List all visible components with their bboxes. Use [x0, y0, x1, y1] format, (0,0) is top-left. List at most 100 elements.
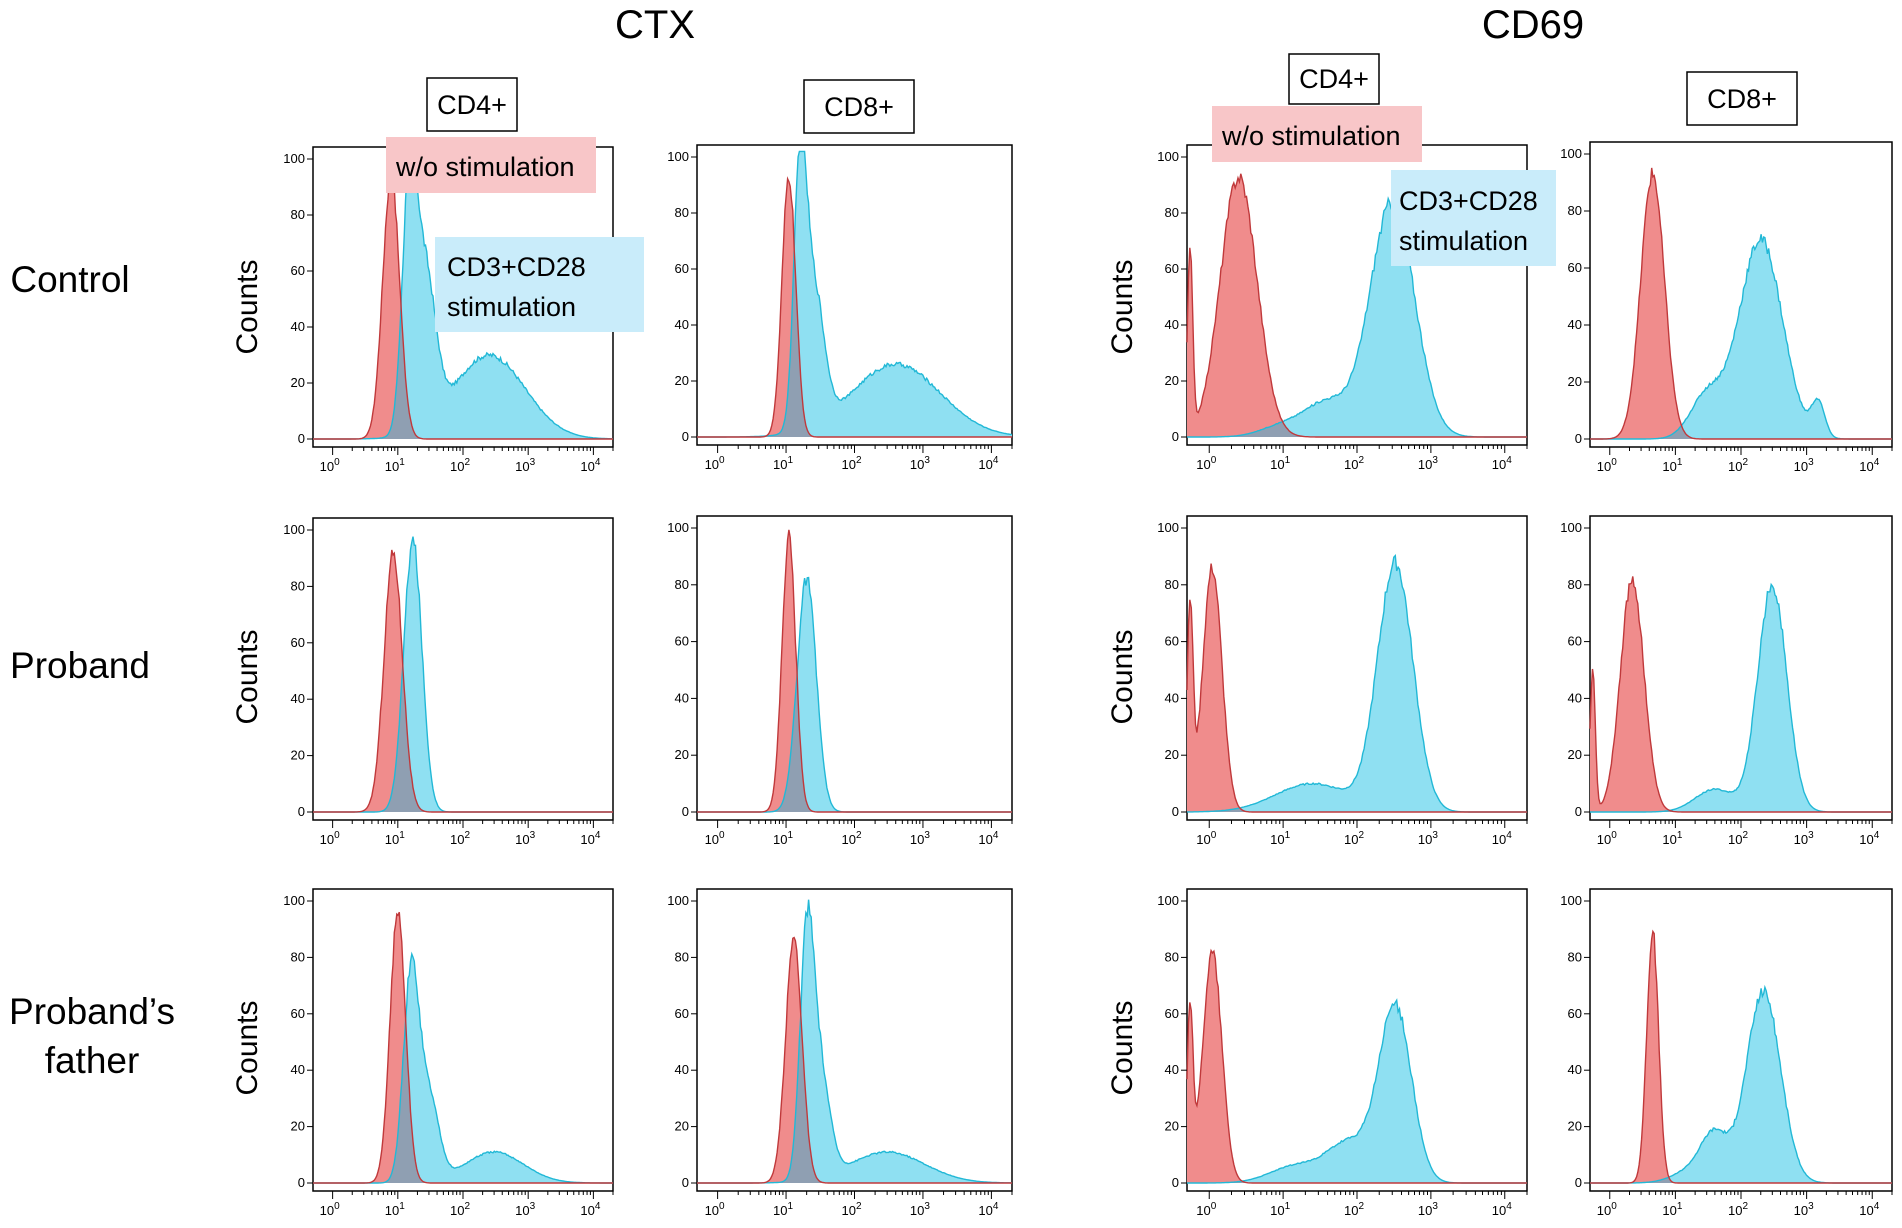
y-tick-label: 60	[1165, 261, 1179, 276]
y-tick-label: 40	[291, 319, 305, 334]
x-tick-label: 103	[515, 1201, 535, 1218]
series-stim-area	[1590, 234, 1892, 439]
series-unstim-area	[313, 912, 613, 1183]
x-tick-label: 103	[1418, 830, 1438, 847]
y-tick-label: 20	[291, 1119, 305, 1134]
column-label-cd69-cd4: CD4+	[1288, 53, 1380, 105]
series-stim-area	[1590, 987, 1892, 1183]
x-tick-label: 101	[1662, 1201, 1682, 1218]
x-tick-label: 104	[978, 1201, 998, 1218]
plot-frame	[696, 515, 1013, 821]
plot-frame	[696, 888, 1013, 1192]
x-tick-label: 100	[1597, 830, 1617, 847]
x-tick-label: 102	[1344, 1201, 1364, 1218]
series-unstim-line	[313, 549, 613, 813]
y-tick-label: 100	[1560, 146, 1582, 161]
ylabel-r0c0: Counts	[231, 259, 264, 354]
ylabel-r1c2: Counts	[1106, 629, 1139, 724]
legend-cd69-stim-text-line1: CD3+CD28	[1399, 186, 1538, 216]
legend-cd69-unstim-text: w/o stimulation	[1221, 121, 1401, 151]
histogram-panels: 0 20 40 60 80 100 100 101 102 103 104 0 20 40 60 80 100 1…	[283, 141, 1893, 1218]
legend-cd69-stim-text-line2: stimulation	[1399, 226, 1528, 256]
y-tick-label: 20	[675, 1119, 689, 1134]
series-overlap-area	[1187, 808, 1527, 812]
y-tick-label: 0	[1575, 804, 1582, 819]
column-label-ctx-cd4-text: CD4+	[437, 90, 507, 120]
group-title-ctx: CTX	[615, 3, 695, 47]
legend-cd69-unstim-box	[1212, 106, 1422, 162]
y-tick-label: 80	[1165, 577, 1179, 592]
y-tick-label: 100	[1560, 520, 1582, 535]
y-tick-label: 80	[1165, 949, 1179, 964]
x-tick-label: 104	[978, 830, 998, 847]
y-tick-label: 0	[682, 1175, 689, 1190]
y-tick-label: 80	[1568, 949, 1582, 964]
ylabel-r2c2: Counts	[1106, 1000, 1139, 1095]
series-unstim-line	[1186, 173, 1527, 438]
x-tick-label: 101	[1662, 457, 1682, 474]
y-tick-label: 40	[1568, 317, 1582, 332]
column-label-ctx-cd4: CD4+	[426, 77, 518, 132]
ylabel-r2c0: Counts	[231, 1000, 264, 1095]
y-tick-label: 20	[291, 748, 305, 763]
x-tick-label: 100	[320, 830, 340, 847]
y-tick-label: 20	[1165, 373, 1179, 388]
x-tick-label: 100	[320, 457, 340, 474]
series-unstim-area	[1187, 173, 1527, 438]
x-tick-label: 104	[1859, 457, 1879, 474]
x-tick-label: 100	[1196, 830, 1216, 847]
column-label-cd69-cd8: CD8+	[1686, 71, 1798, 126]
x-tick-label: 100	[705, 830, 725, 847]
x-tick-label: 100	[1597, 457, 1617, 474]
ylabel-r0c2: Counts	[1106, 259, 1139, 354]
y-tick-label: 60	[675, 634, 689, 649]
legend-ctx-unstim-text: w/o stimulation	[395, 152, 575, 182]
series-unstim-line	[697, 176, 1012, 438]
y-tick-label: 80	[675, 949, 689, 964]
y-tick-label: 60	[675, 261, 689, 276]
series-unstim-area	[1590, 931, 1892, 1183]
y-tick-label: 80	[291, 578, 305, 593]
legend-ctx-unstim-box	[386, 137, 596, 193]
y-tick-label: 20	[675, 747, 689, 762]
y-tick-label: 60	[1568, 634, 1582, 649]
y-tick-label: 40	[1165, 690, 1179, 705]
group-title-cd69: CD69	[1482, 3, 1584, 47]
column-label-cd69-cd8-text: CD8+	[1707, 84, 1777, 114]
x-tick-label: 102	[450, 830, 470, 847]
y-tick-label: 80	[1568, 203, 1582, 218]
y-tick-label: 40	[1165, 1062, 1179, 1077]
y-tick-label: 60	[291, 263, 305, 278]
histogram-panel: 0 20 40 60 80 100 100 101 102 103 104	[1157, 888, 1528, 1218]
y-tick-label: 40	[675, 690, 689, 705]
x-tick-label: 101	[385, 1201, 405, 1218]
y-tick-label: 80	[291, 207, 305, 222]
y-tick-label: 40	[291, 1062, 305, 1077]
series-stim-line	[313, 152, 613, 440]
y-tick-label: 60	[291, 635, 305, 650]
y-tick-label: 0	[1172, 429, 1179, 444]
y-tick-label: 100	[1157, 893, 1179, 908]
histogram-panel: 0 20 40 60 80 100 100 101 102 103 104	[667, 515, 1013, 847]
y-tick-label: 40	[675, 1062, 689, 1077]
x-tick-label: 100	[705, 1201, 725, 1218]
histogram-panel: 0 20 40 60 80 100 100 101 102 103 104	[1560, 141, 1893, 474]
x-tick-label: 103	[1794, 1201, 1814, 1218]
plot-frame	[312, 888, 614, 1192]
y-tick-label: 20	[675, 373, 689, 388]
y-tick-label: 60	[1568, 260, 1582, 275]
row-label-proband-father-line1: Proband’s	[9, 991, 175, 1032]
histogram-panel: 0 20 40 60 80 100 100 101 102 103 104	[283, 888, 614, 1218]
series-stim-area	[1187, 1000, 1527, 1183]
x-tick-label: 102	[450, 1201, 470, 1218]
column-label-cd69-cd4-text: CD4+	[1299, 64, 1369, 94]
series-unstim-line	[1589, 576, 1892, 813]
y-tick-label: 100	[283, 151, 305, 166]
x-tick-label: 102	[1728, 1201, 1748, 1218]
y-tick-label: 20	[1165, 1119, 1179, 1134]
plot-frame	[312, 517, 614, 821]
x-tick-label: 104	[1859, 1201, 1879, 1218]
legend-ctx-stim-text-line1: CD3+CD28	[447, 252, 586, 282]
x-tick-label: 104	[1859, 830, 1879, 847]
y-tick-label: 20	[1568, 374, 1582, 389]
